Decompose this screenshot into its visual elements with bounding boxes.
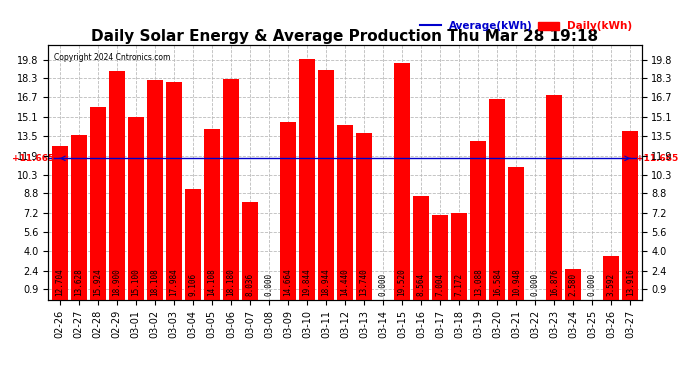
Bar (128, 117, 144, 300)
Text: 13.088: 13.088 (473, 268, 482, 296)
Text: +11.665: +11.665 (12, 154, 66, 163)
Text: 9.106: 9.106 (188, 273, 197, 296)
Bar (204, 129, 220, 300)
Text: 2.580: 2.580 (569, 273, 578, 296)
Bar (147, 80, 163, 300)
Text: 3.592: 3.592 (607, 273, 615, 296)
Text: 0.000: 0.000 (588, 273, 597, 296)
Bar (546, 95, 562, 300)
Text: 16.876: 16.876 (550, 268, 559, 296)
Text: 7.172: 7.172 (455, 273, 464, 296)
Bar (603, 256, 620, 300)
Bar (299, 59, 315, 300)
Text: 19.844: 19.844 (302, 268, 311, 296)
Bar (90, 106, 106, 300)
Text: 15.924: 15.924 (93, 268, 102, 296)
Bar (622, 131, 638, 300)
Text: 0.000: 0.000 (264, 273, 273, 296)
Bar (432, 215, 448, 300)
Text: 18.900: 18.900 (112, 268, 121, 296)
Text: 16.584: 16.584 (493, 268, 502, 296)
Bar (337, 124, 353, 300)
Text: 0.000: 0.000 (379, 273, 388, 296)
Text: 17.984: 17.984 (169, 268, 178, 296)
Text: 10.948: 10.948 (512, 268, 521, 296)
Bar (451, 213, 467, 300)
Text: 13.916: 13.916 (626, 268, 635, 296)
Bar (489, 99, 505, 300)
Bar (70, 135, 87, 300)
Bar (166, 82, 182, 300)
Text: 0.000: 0.000 (531, 273, 540, 296)
Text: 13.628: 13.628 (75, 268, 83, 296)
Text: 8.564: 8.564 (417, 273, 426, 296)
Bar (241, 202, 258, 300)
Text: 14.440: 14.440 (340, 268, 350, 296)
Text: 12.704: 12.704 (55, 268, 64, 296)
Text: 18.180: 18.180 (226, 268, 235, 296)
Bar (185, 189, 201, 300)
Text: 15.100: 15.100 (131, 268, 140, 296)
Text: 14.664: 14.664 (284, 268, 293, 296)
Bar (413, 196, 429, 300)
Title: Daily Solar Energy & Average Production Thu Mar 28 19:18: Daily Solar Energy & Average Production … (92, 29, 598, 44)
Text: 8.036: 8.036 (246, 273, 255, 296)
Text: +11.665: +11.665 (624, 154, 678, 163)
Bar (52, 146, 68, 300)
Text: 18.108: 18.108 (150, 268, 159, 296)
Bar (356, 133, 372, 300)
Bar (394, 63, 410, 300)
Bar (565, 268, 581, 300)
Text: 13.740: 13.740 (359, 268, 368, 296)
Text: 7.004: 7.004 (435, 273, 444, 296)
Bar (109, 70, 125, 300)
Text: Copyright 2024 Cntronics.com: Copyright 2024 Cntronics.com (55, 53, 170, 62)
Text: 18.944: 18.944 (322, 268, 331, 296)
Bar (318, 70, 334, 300)
Text: 14.108: 14.108 (208, 268, 217, 296)
Text: 19.520: 19.520 (397, 268, 406, 296)
Legend: Average(kWh), Daily(kWh): Average(kWh), Daily(kWh) (416, 17, 636, 35)
Bar (508, 167, 524, 300)
Bar (470, 141, 486, 300)
Bar (280, 122, 296, 300)
Bar (223, 79, 239, 300)
